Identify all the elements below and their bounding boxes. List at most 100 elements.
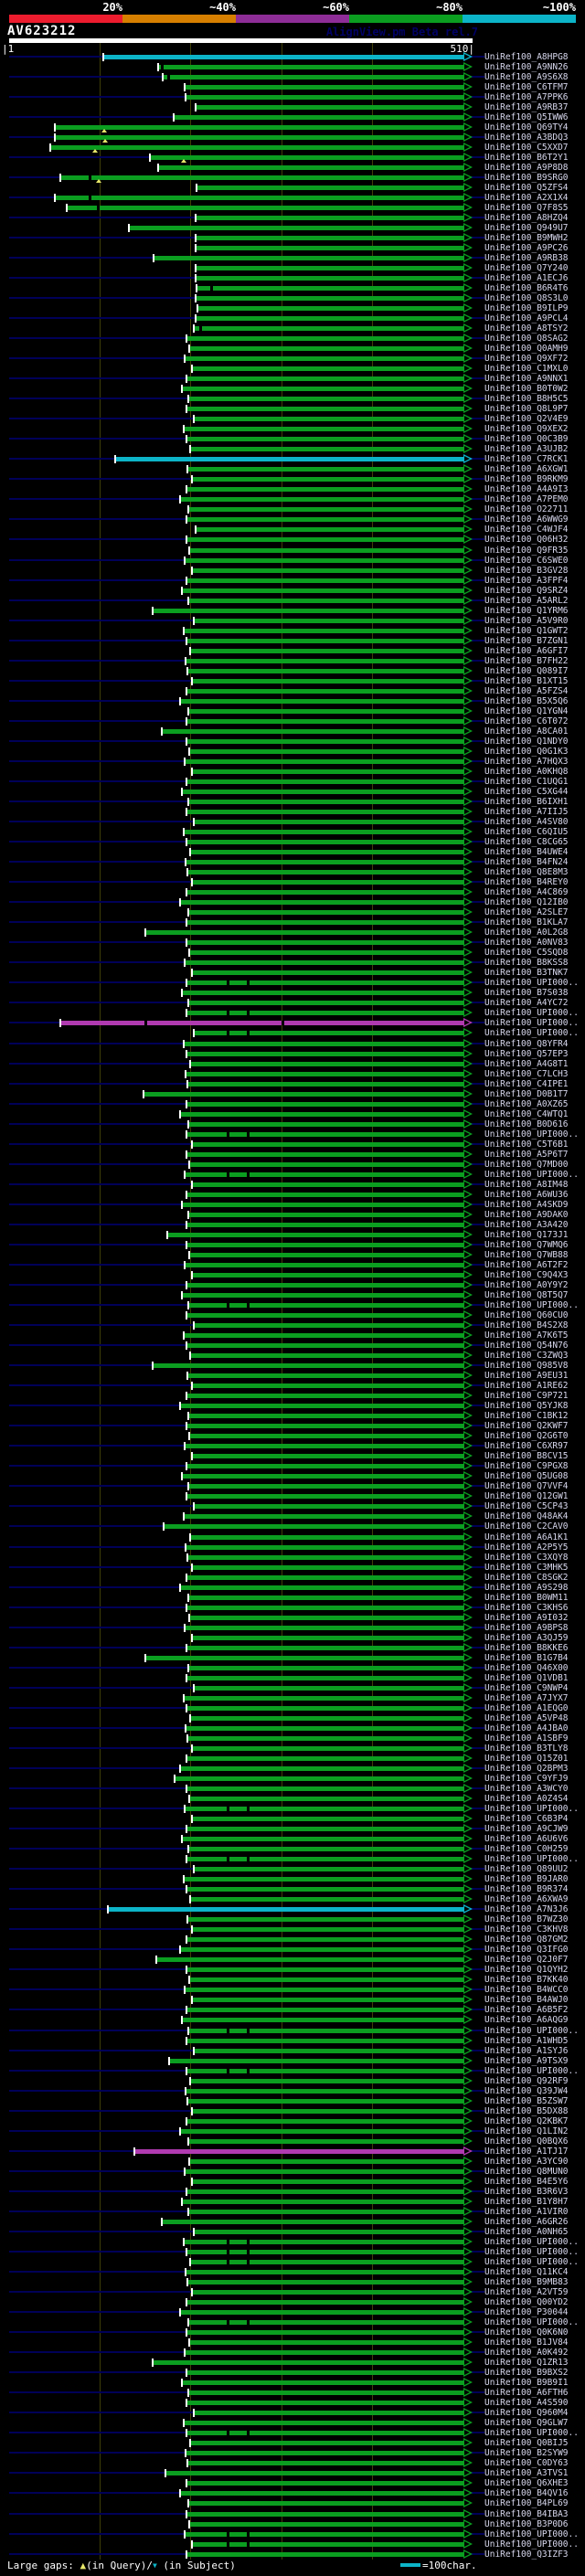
- hit-bar[interactable]: [189, 598, 463, 603]
- hit-label[interactable]: UniRef100_Q06H32: [484, 535, 569, 546]
- hit-bar[interactable]: [166, 2471, 463, 2476]
- hit-label[interactable]: UniRef100_B3TNK7: [484, 968, 569, 979]
- hit-bar[interactable]: [187, 1675, 463, 1680]
- hit-bar[interactable]: [187, 1605, 463, 1610]
- hit-label[interactable]: UniRef100_A3QJ59: [484, 1632, 569, 1643]
- hit-label[interactable]: UniRef100_A6WU36: [484, 1189, 569, 1200]
- hit-label[interactable]: UniRef100_C1MXL0: [484, 364, 569, 375]
- hit-label[interactable]: UniRef100_Q1NDY0: [484, 736, 569, 747]
- hit-bar[interactable]: [197, 235, 463, 240]
- hit-bar[interactable]: [186, 1171, 463, 1177]
- hit-label[interactable]: UniRef100_A6T2F2: [484, 1259, 569, 1270]
- hit-bar[interactable]: [195, 2411, 463, 2416]
- hit-label[interactable]: UniRef100_A9P8D8: [484, 162, 569, 173]
- hit-bar[interactable]: [187, 1242, 463, 1247]
- hit-bar[interactable]: [183, 1474, 463, 1479]
- hit-label[interactable]: UniRef100_UPI000..: [484, 2025, 579, 2036]
- hit-bar[interactable]: [163, 728, 463, 734]
- hit-label[interactable]: UniRef100_Q2J0F7: [484, 1955, 569, 1966]
- hit-bar[interactable]: [186, 1725, 463, 1731]
- hit-bar[interactable]: [189, 2209, 463, 2214]
- hit-bar[interactable]: [186, 758, 463, 764]
- hit-label[interactable]: UniRef100_B9JAR0: [484, 1874, 569, 1885]
- hit-bar[interactable]: [60, 175, 463, 180]
- hit-label[interactable]: UniRef100_A3WCY0: [484, 1784, 569, 1795]
- hit-label[interactable]: UniRef100_Q7WB88: [484, 1249, 569, 1260]
- hit-bar[interactable]: [187, 2008, 463, 2013]
- hit-label[interactable]: UniRef100_B2SYW9: [484, 2448, 569, 2459]
- hit-bar[interactable]: [191, 850, 463, 855]
- hit-bar[interactable]: [191, 2259, 463, 2264]
- hit-bar[interactable]: [146, 930, 463, 936]
- hit-bar[interactable]: [181, 2128, 463, 2134]
- hit-label[interactable]: UniRef100_Q2BPM3: [484, 1763, 569, 1774]
- hit-bar[interactable]: [186, 84, 463, 90]
- hit-label[interactable]: UniRef100_A8HPG8: [484, 51, 569, 62]
- hit-bar[interactable]: [187, 1313, 463, 1319]
- hit-label[interactable]: UniRef100_UPI000..: [484, 2539, 579, 2549]
- hit-label[interactable]: UniRef100_Q48AK4: [484, 1511, 569, 1522]
- hit-bar[interactable]: [187, 1151, 463, 1157]
- hit-bar[interactable]: [135, 2148, 463, 2154]
- hit-bar[interactable]: [191, 2441, 463, 2446]
- hit-bar[interactable]: [187, 517, 463, 523]
- hit-bar[interactable]: [187, 688, 463, 694]
- hit-bar[interactable]: [187, 2189, 463, 2194]
- hit-bar[interactable]: [187, 2481, 463, 2486]
- hit-label[interactable]: UniRef100_C5SQD8: [484, 948, 569, 959]
- hit-label[interactable]: UniRef100_C5XG44: [484, 786, 569, 797]
- hit-label[interactable]: UniRef100_C7LCH3: [484, 1068, 569, 1079]
- hit-label[interactable]: UniRef100_B3P0D6: [484, 2518, 569, 2529]
- hit-label[interactable]: UniRef100_C4WJF4: [484, 525, 569, 535]
- hit-label[interactable]: UniRef100_B8H5C5: [484, 394, 569, 405]
- hit-bar[interactable]: [195, 2048, 463, 2053]
- hit-label[interactable]: UniRef100_C7RCK1: [484, 454, 569, 465]
- hit-label[interactable]: UniRef100_Q9XF72: [484, 354, 569, 365]
- hit-bar[interactable]: [191, 1715, 463, 1721]
- hit-bar[interactable]: [187, 940, 463, 946]
- hit-bar[interactable]: [183, 588, 463, 593]
- hit-bar[interactable]: [187, 1494, 463, 1500]
- hit-label[interactable]: UniRef100_UPI000..: [484, 1854, 579, 1865]
- hit-bar[interactable]: [154, 1363, 463, 1369]
- hit-bar[interactable]: [187, 2249, 463, 2254]
- hit-bar[interactable]: [186, 960, 463, 966]
- hit-label[interactable]: UniRef100_A5ARL2: [484, 595, 569, 606]
- hit-bar[interactable]: [187, 779, 463, 784]
- hit-label[interactable]: UniRef100_B9BXS2: [484, 2368, 569, 2379]
- hit-label[interactable]: UniRef100_A0XZ65: [484, 1098, 569, 1109]
- hit-label[interactable]: UniRef100_A6A1K1: [484, 1532, 569, 1542]
- hit-label[interactable]: UniRef100_A3TVS1: [484, 2468, 569, 2479]
- hit-label[interactable]: UniRef100_Q15Z01: [484, 1753, 569, 1764]
- hit-bar[interactable]: [187, 2330, 463, 2336]
- hit-bar[interactable]: [189, 2138, 463, 2144]
- hit-label[interactable]: UniRef100_C3ZWQ3: [484, 1351, 569, 1362]
- hit-label[interactable]: UniRef100_A4JBA0: [484, 1723, 569, 1733]
- hit-label[interactable]: UniRef100_A0K492: [484, 2348, 569, 2359]
- hit-bar[interactable]: [189, 2320, 463, 2326]
- hit-bar[interactable]: [197, 104, 463, 110]
- hit-bar[interactable]: [195, 326, 463, 332]
- hit-bar[interactable]: [103, 54, 463, 59]
- hit-label[interactable]: UniRef100_A8HZQ4: [484, 212, 569, 223]
- hit-label[interactable]: UniRef100_A6AQG9: [484, 2015, 569, 2026]
- hit-label[interactable]: UniRef100_Q949U7: [484, 222, 569, 233]
- hit-label[interactable]: UniRef100_A6XWA9: [484, 1894, 569, 1905]
- hit-label[interactable]: UniRef100_Q6XHE3: [484, 2478, 569, 2489]
- hit-label[interactable]: UniRef100_B5ZSW7: [484, 2095, 569, 2106]
- hit-bar[interactable]: [186, 1988, 463, 1993]
- hit-label[interactable]: UniRef100_B4UWE4: [484, 847, 569, 858]
- hit-bar[interactable]: [55, 124, 463, 130]
- hit-bar[interactable]: [188, 2098, 463, 2104]
- hit-label[interactable]: UniRef100_C8SGK2: [484, 1572, 569, 1583]
- hit-label[interactable]: UniRef100_A1VIR0: [484, 2206, 569, 2217]
- hit-label[interactable]: UniRef100_B8KKE6: [484, 1642, 569, 1653]
- hit-bar[interactable]: [189, 708, 463, 714]
- hit-bar[interactable]: [186, 356, 463, 362]
- hit-bar[interactable]: [197, 275, 463, 281]
- hit-bar[interactable]: [190, 950, 463, 956]
- hit-label[interactable]: UniRef100_A2P5Y5: [484, 1542, 569, 1553]
- hit-label[interactable]: UniRef100_A0Z4S4: [484, 1794, 569, 1805]
- hit-label[interactable]: UniRef100_C4WTQ1: [484, 1108, 569, 1119]
- hit-label[interactable]: UniRef100_C6TFM7: [484, 81, 569, 92]
